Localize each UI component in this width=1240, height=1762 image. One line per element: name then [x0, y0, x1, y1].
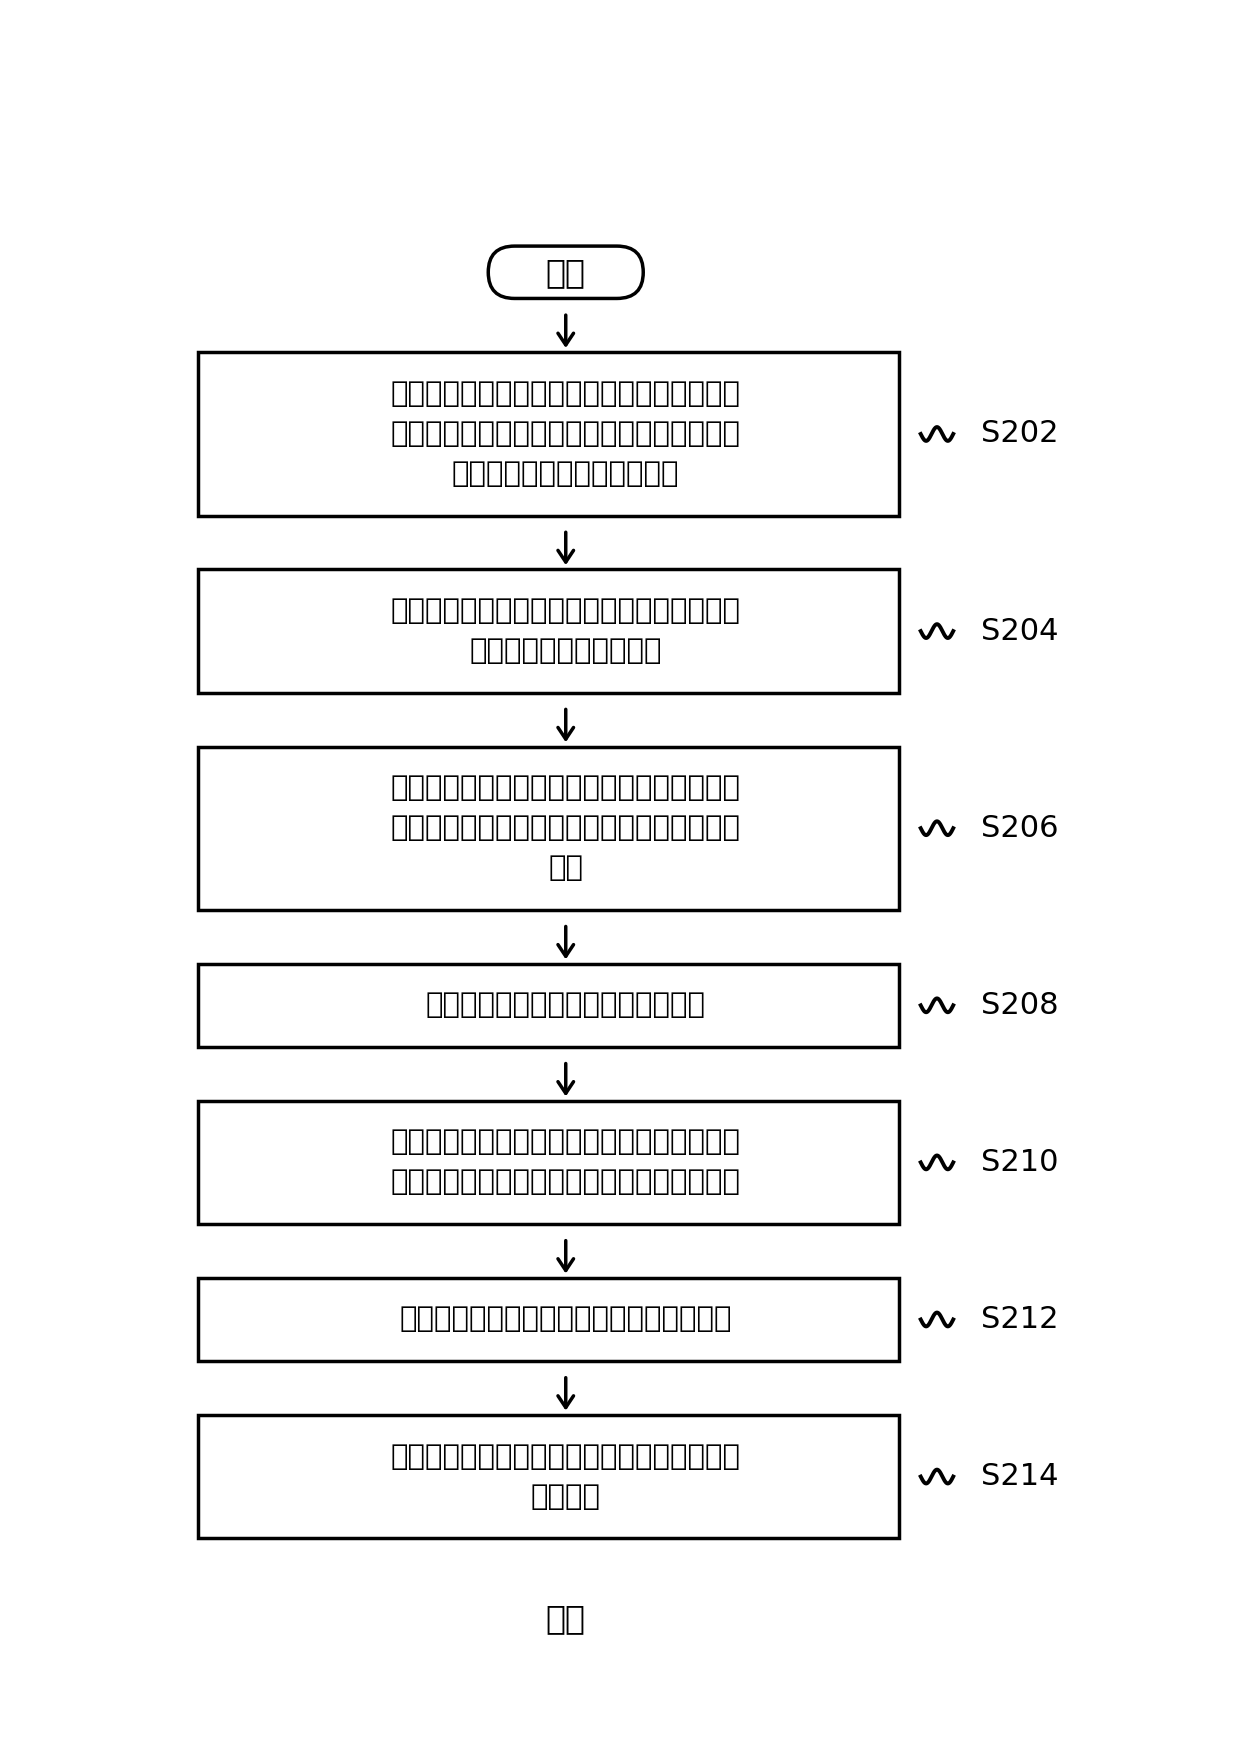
Text: 开始: 开始: [546, 255, 585, 289]
Text: S208: S208: [981, 990, 1059, 1020]
Text: 补偿模型: 补偿模型: [531, 1482, 600, 1510]
Text: 利用验证数据子包计算温度补偿模型的误差: 利用验证数据子包计算温度补偿模型的误差: [399, 1306, 732, 1334]
Text: S210: S210: [981, 1147, 1059, 1177]
Text: 对组: 对组: [548, 855, 583, 883]
Text: 度补偿模型，温度补偿模型用于补偿测量温度: 度补偿模型，温度补偿模型用于补偿测量温度: [391, 1168, 740, 1196]
FancyBboxPatch shape: [489, 247, 644, 298]
Text: 据对包括相关联的电压和测量温度，测量温度: 据对包括相关联的电压和测量温度，测量温度: [391, 419, 740, 448]
Text: 基于误差满足预设误差条件的情况，取舍温度: 基于误差满足预设误差条件的情况，取舍温度: [391, 1443, 740, 1471]
Text: S202: S202: [981, 419, 1059, 449]
Text: 由电压和电压温度关系式算得: 由电压和电压温度关系式算得: [453, 460, 680, 488]
Text: 结束: 结束: [546, 1602, 585, 1635]
Text: 获取数据包，数据包包括多个数据对，每个数: 获取数据包，数据包包括多个数据对，每个数: [391, 381, 740, 409]
Bar: [197, 1101, 899, 1225]
Text: 将数据包划分为至少两个数据子包，包括建模: 将数据包划分为至少两个数据子包，包括建模: [391, 597, 740, 626]
Text: S214: S214: [981, 1462, 1059, 1491]
Text: 由中心数据对组拟合出电压温度曲线: 由中心数据对组拟合出电压温度曲线: [425, 992, 706, 1018]
Text: S212: S212: [981, 1306, 1059, 1334]
Text: 数据子包和验证数据子包: 数据子包和验证数据子包: [470, 638, 662, 664]
Bar: [197, 964, 899, 1047]
Text: S204: S204: [981, 617, 1059, 645]
Text: S206: S206: [981, 814, 1059, 842]
Text: 对建模数据子包进行聚类计算，以得到多个中: 对建模数据子包进行聚类计算，以得到多个中: [391, 774, 740, 802]
Bar: [197, 569, 899, 692]
FancyBboxPatch shape: [489, 1593, 644, 1644]
Bar: [197, 1415, 899, 1538]
Bar: [197, 352, 899, 516]
Bar: [197, 747, 899, 909]
Text: 心数据对，多个中心数据对构成一个中心数据: 心数据对，多个中心数据对构成一个中心数据: [391, 814, 740, 842]
Bar: [197, 1277, 899, 1360]
Text: 根据电压温度曲线和理论电压温度曲线生成温: 根据电压温度曲线和理论电压温度曲线生成温: [391, 1128, 740, 1156]
